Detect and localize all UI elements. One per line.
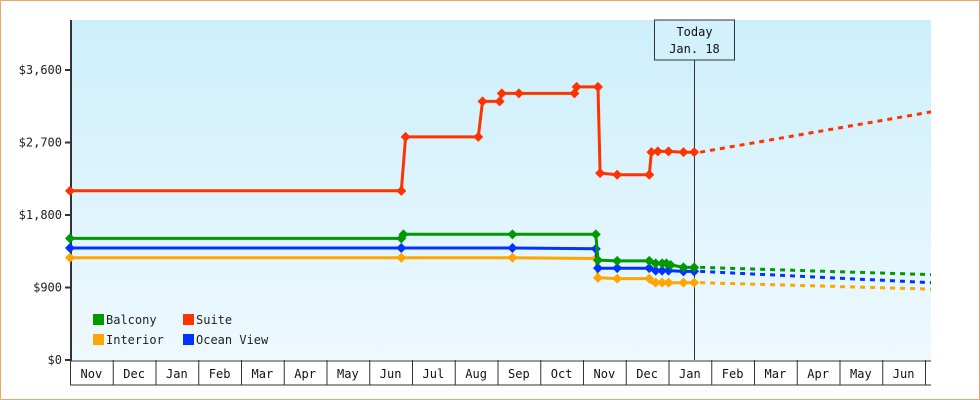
data-point-marker[interactable]: [652, 146, 663, 157]
month-label-jun: Jun: [893, 367, 915, 381]
data-point-marker[interactable]: [400, 131, 411, 142]
legend: Balcony Suite Interior Ocean View: [93, 313, 269, 347]
data-point-marker[interactable]: [507, 243, 518, 254]
legend-label: Balcony: [106, 313, 157, 327]
data-point-marker[interactable]: [473, 131, 484, 142]
data-point-marker[interactable]: [513, 88, 524, 99]
legend-swatch: [183, 334, 194, 345]
month-label-may: May: [337, 367, 359, 381]
today-box: [654, 19, 735, 61]
data-point-marker[interactable]: [398, 229, 409, 240]
data-point-marker[interactable]: [650, 265, 661, 276]
data-point-marker[interactable]: [678, 277, 689, 288]
legend-swatch: [93, 314, 104, 325]
data-point-marker[interactable]: [592, 255, 603, 266]
month-label-sep: Sep: [508, 367, 530, 381]
data-point-marker[interactable]: [396, 185, 407, 196]
legend-label: Suite: [196, 313, 232, 327]
data-point-marker[interactable]: [644, 169, 655, 180]
data-point-marker[interactable]: [65, 243, 75, 254]
month-label-nov: Nov: [594, 367, 616, 381]
today-marker: Today Jan. 18: [654, 19, 735, 360]
data-point-marker[interactable]: [657, 265, 668, 276]
month-label-dec: Dec: [123, 367, 145, 381]
month-label-nov: Nov: [81, 367, 103, 381]
month-label-feb: Feb: [722, 367, 744, 381]
data-point-marker[interactable]: [663, 146, 674, 157]
today-label: Today: [676, 25, 712, 39]
data-point-marker[interactable]: [644, 273, 655, 284]
data-point-marker[interactable]: [592, 272, 603, 283]
data-point-marker[interactable]: [507, 252, 518, 263]
legend-item-interior[interactable]: Interior: [93, 333, 164, 347]
projection-interior: [700, 281, 932, 291]
month-label-may: May: [850, 367, 872, 381]
data-point-marker[interactable]: [689, 262, 700, 273]
today-date: Jan. 18: [669, 42, 720, 56]
data-point-marker[interactable]: [507, 229, 518, 240]
data-point-marker[interactable]: [590, 229, 601, 240]
data-point-marker[interactable]: [612, 273, 623, 284]
data-point-marker[interactable]: [663, 277, 674, 288]
month-label-jan: Jan: [166, 367, 188, 381]
projection-balcony: [700, 265, 932, 277]
projection-lines: [699, 110, 932, 291]
data-point-marker[interactable]: [65, 185, 75, 196]
data-point-marker[interactable]: [592, 81, 603, 92]
y-tick-label: $0: [48, 353, 62, 367]
month-label-oct: Oct: [551, 367, 573, 381]
data-point-marker[interactable]: [612, 169, 623, 180]
data-point-marker[interactable]: [477, 96, 488, 107]
data-point-marker[interactable]: [678, 262, 689, 273]
y-tick-label: $2,700: [19, 136, 62, 150]
data-point-marker[interactable]: [595, 168, 606, 179]
legend-label: Interior: [106, 333, 164, 347]
data-point-marker[interactable]: [496, 88, 507, 99]
data-point-marker[interactable]: [65, 233, 75, 244]
legend-swatch: [93, 334, 104, 345]
data-point-marker[interactable]: [65, 252, 75, 263]
data-point-marker[interactable]: [665, 259, 676, 270]
data-point-marker[interactable]: [650, 258, 661, 269]
data-point-marker[interactable]: [396, 252, 407, 263]
month-label-jul: Jul: [423, 367, 445, 381]
data-point-marker[interactable]: [494, 96, 505, 107]
month-label-mar: Mar: [252, 367, 274, 381]
y-axis: $0 $900 $1,800 $2,700 $3,600: [19, 20, 72, 367]
month-label-feb: Feb: [209, 367, 231, 381]
legend-item-ocean-view[interactable]: Ocean View: [183, 333, 269, 347]
month-label-aug: Aug: [465, 367, 487, 381]
data-point-marker[interactable]: [612, 255, 623, 266]
legend-label: Ocean View: [196, 333, 269, 347]
month-label-jun: Jun: [380, 367, 402, 381]
legend-swatch: [183, 314, 194, 325]
y-tick-label: $900: [33, 281, 62, 295]
series-balcony: [65, 229, 700, 273]
y-tick-label: $1,800: [19, 208, 62, 222]
month-label-apr: Apr: [294, 367, 316, 381]
x-axis-months: Nov Dec Jan Feb Mar Apr May Jun Jul Aug Sep Oct Nov D…: [70, 360, 931, 386]
data-point-marker[interactable]: [650, 277, 661, 288]
series-lines: [65, 81, 700, 288]
data-point-marker[interactable]: [612, 263, 623, 274]
series-suite: [65, 81, 700, 196]
data-point-marker[interactable]: [657, 277, 668, 288]
projection-ocean-view: [700, 269, 932, 285]
month-label-mar: Mar: [765, 367, 787, 381]
month-label-jan: Jan: [679, 367, 701, 381]
month-label-dec: Dec: [636, 367, 658, 381]
data-point-marker[interactable]: [592, 263, 603, 274]
data-point-marker[interactable]: [646, 147, 657, 158]
month-label-apr: Apr: [807, 367, 829, 381]
data-point-marker[interactable]: [689, 147, 700, 158]
y-tick-label: $3,600: [19, 63, 62, 77]
data-point-marker[interactable]: [396, 243, 407, 254]
data-point-marker[interactable]: [689, 277, 700, 288]
data-point-marker[interactable]: [678, 147, 689, 158]
data-point-marker[interactable]: [571, 81, 582, 92]
legend-item-suite[interactable]: Suite: [183, 313, 232, 327]
legend-item-balcony[interactable]: Balcony: [93, 313, 157, 327]
